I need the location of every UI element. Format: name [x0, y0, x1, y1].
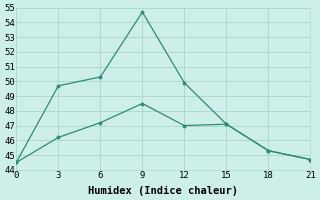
- X-axis label: Humidex (Indice chaleur): Humidex (Indice chaleur): [88, 186, 238, 196]
